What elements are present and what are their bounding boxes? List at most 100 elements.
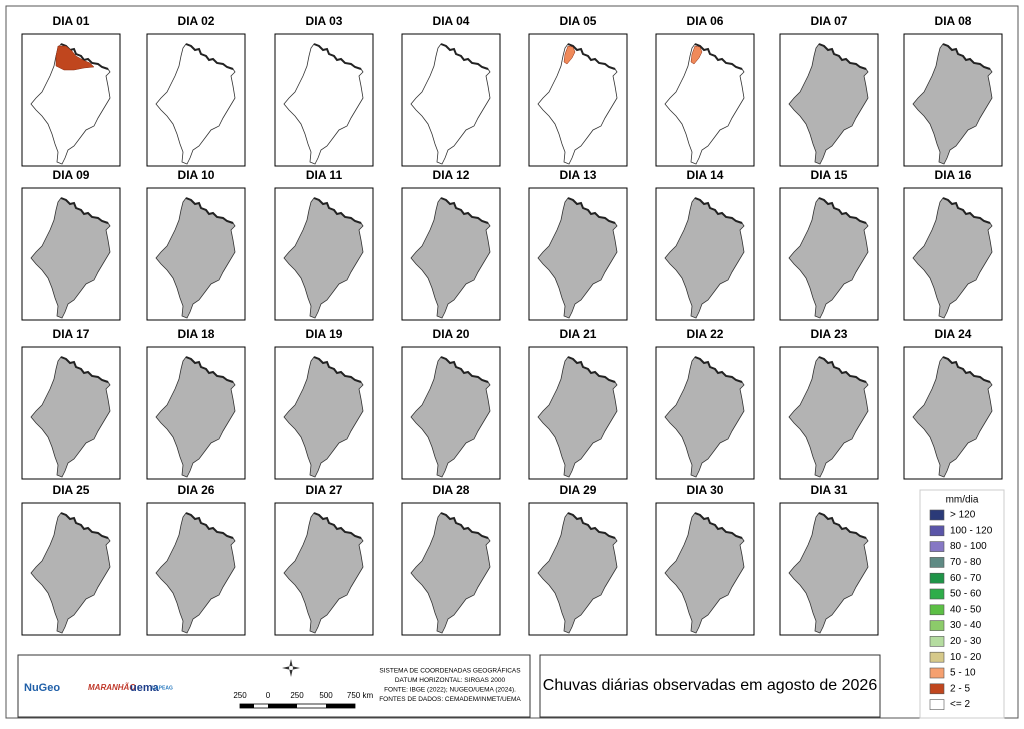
rain-area [690, 45, 703, 65]
logo: LAPEAG [152, 685, 173, 691]
coastline [818, 197, 867, 224]
legend-label: 100 - 120 [950, 525, 993, 536]
state-map [912, 43, 993, 165]
legend-swatch [929, 699, 945, 710]
coastline [185, 356, 234, 383]
panel-label: DIA 22 [687, 327, 724, 341]
state-map [155, 197, 236, 319]
scale-label: 250 [290, 691, 304, 700]
coastline [60, 197, 109, 224]
legend-swatch [929, 509, 945, 521]
coastline [185, 43, 234, 70]
legend-swatch [929, 557, 945, 568]
panel-label: DIA 05 [560, 14, 597, 28]
map-title: Chuvas diárias observadas em agosto de 2… [543, 677, 878, 694]
panel-label: DIA 11 [306, 168, 343, 182]
panel-label: DIA 09 [53, 168, 90, 182]
coastline [567, 356, 616, 383]
scale-label: 250 [233, 691, 247, 700]
north-arrow [282, 659, 300, 677]
panel-label: DIA 08 [935, 14, 972, 28]
panel-label: DIA 25 [53, 483, 90, 497]
legend-label: 30 - 40 [950, 620, 982, 631]
state-map [410, 43, 491, 165]
state-map [283, 356, 364, 478]
panel-label: DIA 21 [560, 327, 597, 341]
legend-label: 2 - 5 [950, 683, 970, 694]
logo: NuGeo [24, 682, 60, 694]
coastline [313, 512, 362, 539]
coastline [313, 356, 362, 383]
legend-swatch [929, 604, 945, 616]
source-line: DATUM HORIZONTAL: SIRGAS 2000 [395, 677, 506, 684]
coastline [440, 512, 489, 539]
logo: MARANHÃO [88, 683, 136, 692]
coastline [60, 356, 109, 383]
state-map [537, 512, 618, 634]
state-map [30, 512, 111, 634]
state-map [155, 43, 236, 165]
state-map [283, 512, 364, 634]
state-map [30, 197, 111, 319]
coastline [185, 512, 234, 539]
coastline [60, 512, 109, 539]
panel-label: DIA 28 [433, 483, 470, 497]
legend-label: 60 - 70 [950, 573, 982, 584]
panel-label: DIA 23 [811, 327, 848, 341]
state-map [410, 197, 491, 319]
logo: uema [130, 682, 160, 694]
state-map [537, 197, 618, 319]
panel-label: DIA 16 [935, 168, 972, 182]
legend-swatch [929, 651, 945, 663]
coastline [440, 356, 489, 383]
source-line: FONTES DE DADOS: CEMADEM/INMET/UEMA [379, 696, 521, 703]
coastline [313, 43, 362, 70]
legend-swatch [929, 683, 945, 695]
legend-label: 5 - 10 [950, 668, 976, 679]
panel-label: DIA 26 [178, 483, 215, 497]
legend-swatch [929, 525, 945, 537]
coastline [942, 356, 991, 383]
coastline [818, 356, 867, 383]
state-map [664, 43, 745, 165]
legend-swatch [929, 636, 945, 647]
scale-label: 750 km [347, 691, 374, 700]
source-line: SISTEMA DE COORDENADAS GEOGRÁFICAS [379, 666, 521, 675]
panel-label: DIA 30 [687, 483, 724, 497]
state-map [788, 43, 869, 165]
legend-label: 50 - 60 [950, 589, 982, 600]
title-box [539, 654, 881, 718]
coastline [440, 197, 489, 224]
legend-swatch [929, 541, 945, 552]
legend-label: > 120 [950, 510, 976, 521]
state-map [155, 356, 236, 478]
state-map [283, 197, 364, 319]
coastline [440, 43, 489, 70]
panel-label: DIA 06 [687, 14, 724, 28]
panel-label: DIA 15 [811, 168, 848, 182]
coastline [567, 512, 616, 539]
state-map [664, 512, 745, 634]
panel-label: DIA 04 [433, 14, 470, 28]
state-map [410, 356, 491, 478]
panel-label: DIA 24 [935, 327, 972, 341]
legend-swatch [929, 588, 945, 600]
legend-title: mm/dia [946, 495, 979, 506]
state-map [788, 197, 869, 319]
coastline [567, 43, 616, 70]
state-map [664, 356, 745, 478]
coastline [694, 356, 743, 383]
legend-label: 20 - 30 [950, 636, 982, 647]
panel-label: DIA 27 [306, 483, 343, 497]
panel-label: DIA 10 [178, 168, 215, 182]
state-map [788, 512, 869, 634]
legend-label: <= 2 [950, 699, 970, 710]
state-map [664, 197, 745, 319]
panel-label: DIA 07 [811, 14, 848, 28]
panel-label: DIA 03 [306, 14, 343, 28]
state-map [788, 356, 869, 478]
legend-swatch [929, 620, 945, 631]
scale-label: 0 [266, 691, 271, 700]
sheet-border [5, 5, 1019, 719]
